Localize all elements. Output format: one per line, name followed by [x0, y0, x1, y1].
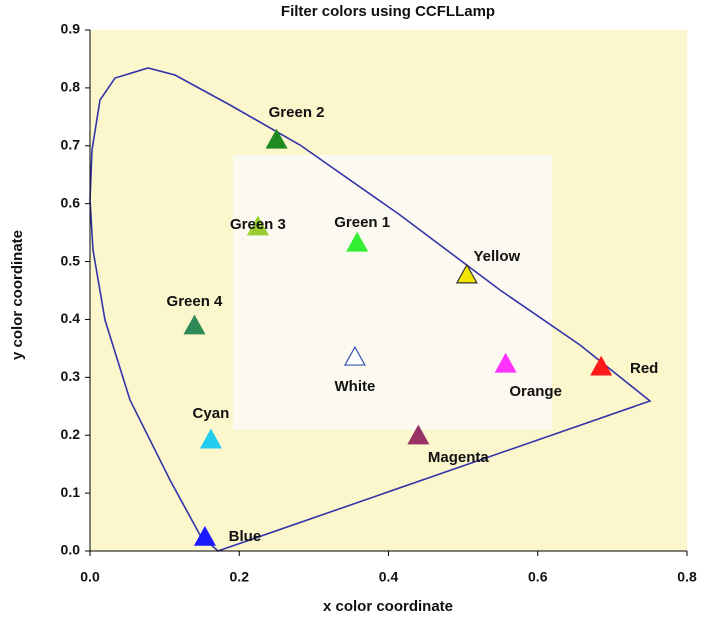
y-tick-label: 0.5 — [61, 252, 81, 268]
y-tick-label: 0.2 — [61, 426, 81, 442]
marker — [193, 525, 216, 546]
x-tick-label: 0.0 — [80, 569, 100, 585]
point-label: Green 3 — [230, 216, 286, 233]
marker — [590, 355, 613, 376]
marker — [407, 424, 430, 445]
point-label: Green 2 — [269, 104, 325, 121]
x-tick-label: 0.8 — [677, 569, 697, 585]
y-tick-label: 0.9 — [61, 21, 81, 37]
x-tick-label: 0.4 — [379, 569, 399, 585]
point-label: Orange — [509, 383, 562, 400]
marker — [346, 231, 369, 252]
marker — [246, 215, 269, 236]
y-tick-label: 0.7 — [61, 136, 81, 152]
y-tick-label: 0.8 — [61, 79, 81, 95]
x-tick-label: 0.2 — [230, 569, 250, 585]
point-label: Magenta — [428, 449, 490, 466]
spectral-locus — [89, 67, 652, 552]
marker — [265, 128, 288, 149]
point-label: Cyan — [193, 405, 230, 422]
marker — [455, 263, 478, 284]
marker — [343, 345, 366, 366]
x-axis-label: x color coordinate — [323, 598, 453, 615]
y-tick-label: 0.3 — [61, 368, 81, 384]
marker — [494, 352, 517, 373]
point-label: Green 4 — [167, 293, 224, 310]
chart-title: Filter colors using CCFLLamp — [281, 3, 495, 20]
marker — [183, 314, 206, 335]
y-tick-label: 0.4 — [61, 310, 81, 326]
point-label: Green 1 — [334, 214, 390, 231]
point-label: Blue — [229, 528, 262, 545]
y-tick-label: 0.0 — [61, 542, 81, 558]
y-tick-label: 0.1 — [61, 484, 81, 500]
x-tick-label: 0.6 — [528, 569, 548, 585]
y-axis-label: y color coordinate — [9, 230, 26, 360]
inner-region — [233, 155, 552, 430]
point-label: White — [335, 378, 376, 395]
marker — [199, 428, 222, 449]
y-tick-label: 0.6 — [61, 194, 81, 210]
point-label: Red — [630, 360, 658, 377]
point-label: Yellow — [474, 248, 521, 265]
